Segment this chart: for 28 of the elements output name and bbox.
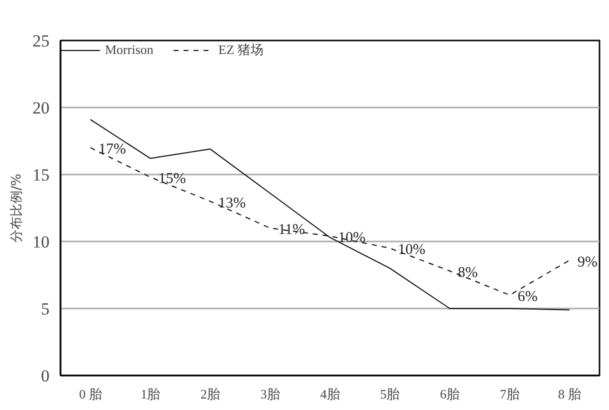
x-tick-label: 0 胎 <box>79 386 102 402</box>
x-tick-label: 3胎 <box>260 386 280 402</box>
legend-label: Morrison <box>105 42 154 58</box>
y-tick-label: 15 <box>32 166 50 184</box>
x-tick-label: 4胎 <box>320 386 340 402</box>
y-tick-label: 10 <box>32 232 50 252</box>
x-tick-label: 1胎 <box>140 386 160 402</box>
data-label: 10% <box>338 230 366 246</box>
legend-label: EZ 猪场 <box>218 41 264 59</box>
data-label: 6% <box>518 289 538 306</box>
x-tick-label: 2胎 <box>200 386 220 402</box>
data-label: 13% <box>218 195 246 212</box>
x-tick-label: 5胎 <box>380 386 400 402</box>
y-tick-label: 5 <box>41 300 50 318</box>
data-label: 10% <box>398 242 426 258</box>
line-series <box>90 119 570 310</box>
y-tick-label: 0 <box>41 366 50 386</box>
data-label: 8% <box>458 264 478 281</box>
x-tick-label: 7胎 <box>500 386 520 402</box>
data-label: 11% <box>278 222 306 238</box>
y-tick-label: 20 <box>32 98 50 118</box>
data-label: 9% <box>578 254 598 270</box>
data-label: 17% <box>98 142 126 158</box>
x-tick-label: 8 胎 <box>558 386 581 402</box>
y-axis-title: 分布比例/% <box>10 174 24 242</box>
data-label: 15% <box>158 171 186 188</box>
y-tick-label: 25 <box>32 32 50 50</box>
x-tick-label: 6胎 <box>440 386 460 402</box>
